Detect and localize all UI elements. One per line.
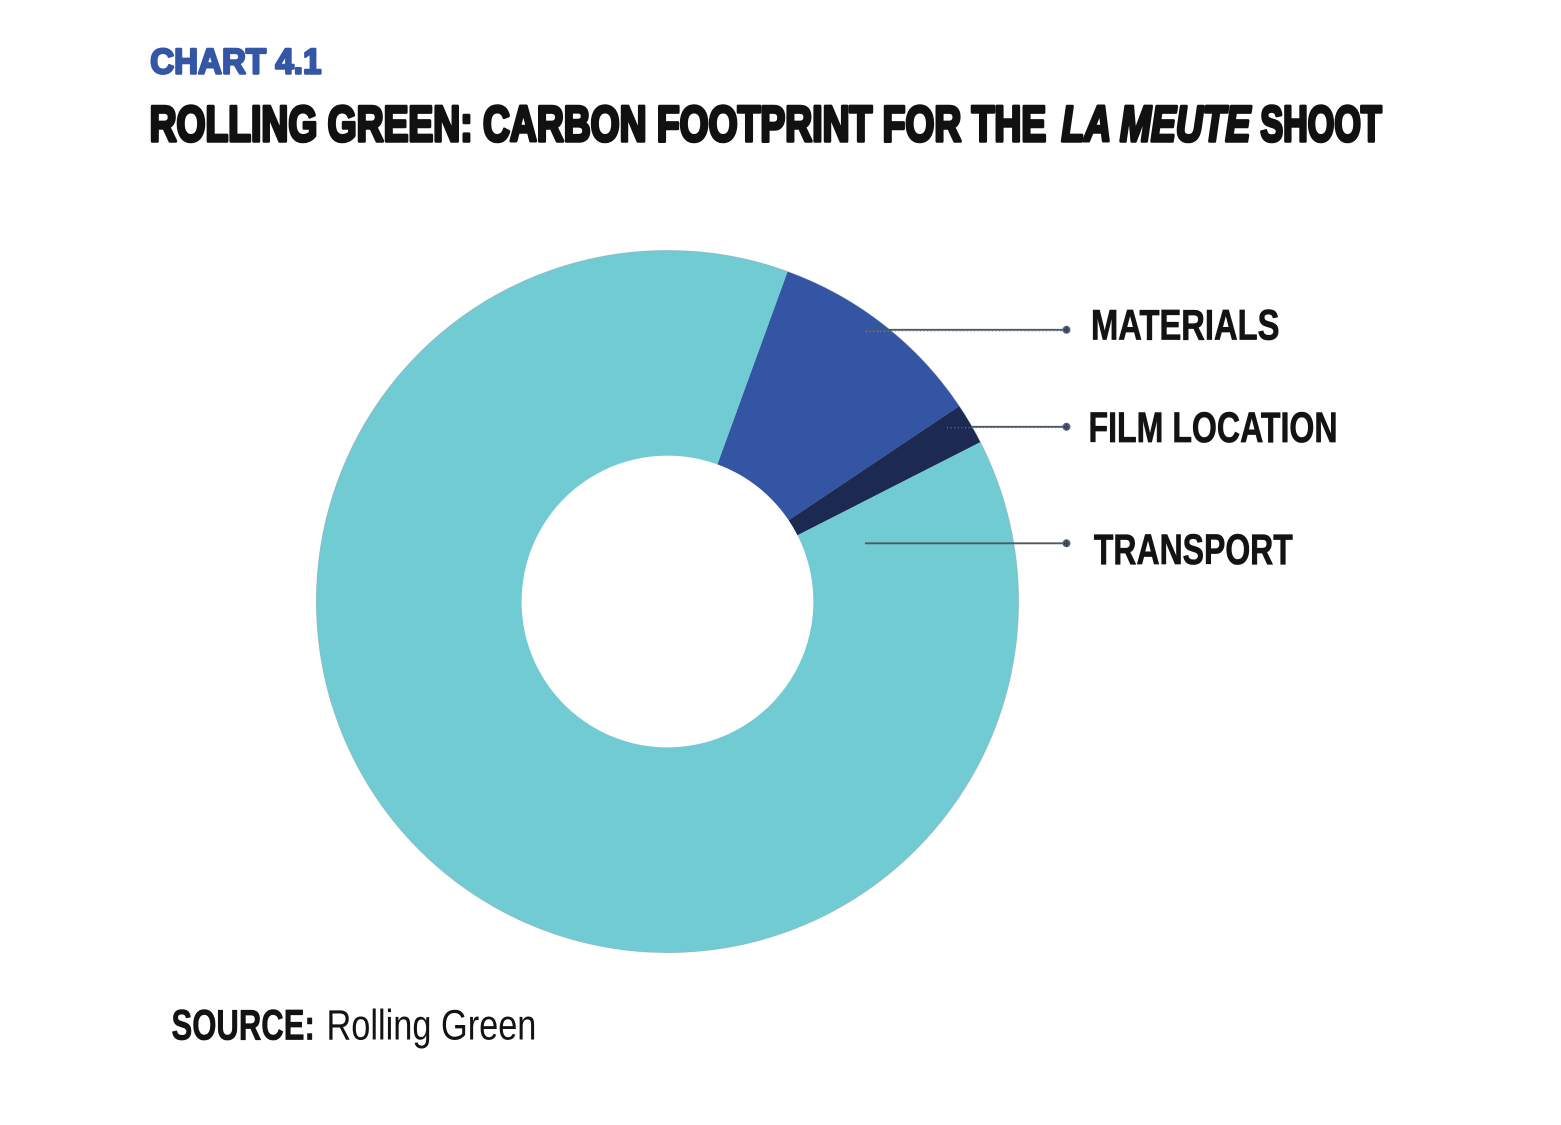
svg-text:TRANSPORT: TRANSPORT	[1094, 526, 1293, 574]
svg-text:FILM LOCATION: FILM LOCATION	[1089, 404, 1338, 452]
svg-text:ROLLING GREEN: CARBON FOOTPRIN: ROLLING GREEN: CARBON FOOTPRINT FOR THE	[150, 96, 1047, 152]
svg-text:SHOOT: SHOOT	[1260, 96, 1381, 152]
svg-text:LA MEUTE: LA MEUTE	[1062, 96, 1252, 152]
svg-text:SOURCE:: SOURCE:	[172, 1002, 315, 1050]
svg-text:Rolling Green: Rolling Green	[327, 1003, 537, 1050]
svg-text:MATERIALS: MATERIALS	[1091, 302, 1280, 350]
svg-text:CHART 4.1: CHART 4.1	[150, 43, 321, 82]
